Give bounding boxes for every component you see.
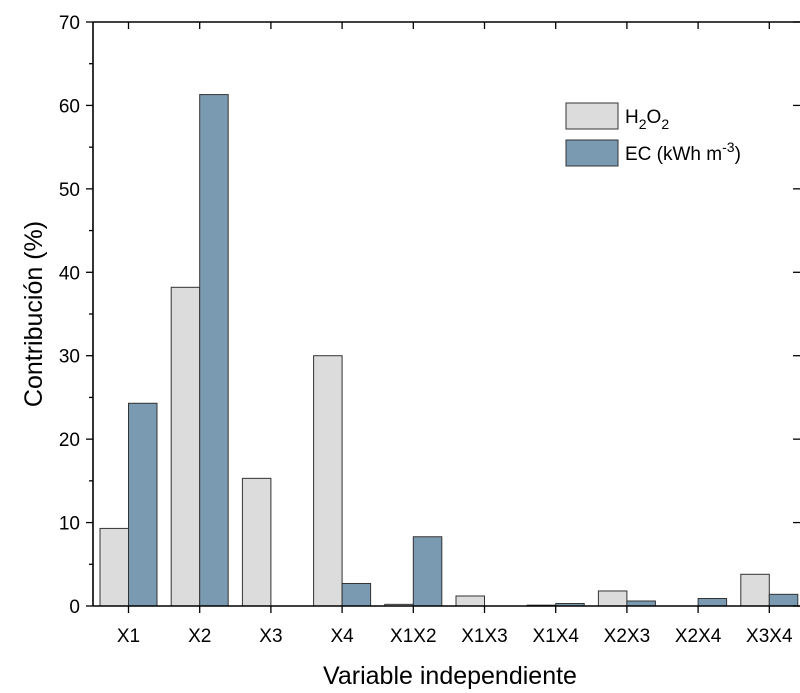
bar-x4-series-1 <box>313 355 343 607</box>
y-tick-label-20: 20 <box>59 430 80 451</box>
legend-label-ec: EC (kWh m-3) <box>625 139 741 165</box>
legend-swatch-2 <box>565 139 619 167</box>
x-tick-label-x2x3: X2X3 <box>604 626 650 647</box>
bar-x3x4-series-1 <box>740 573 770 607</box>
x-tick-label-x3: X3 <box>259 626 282 647</box>
y-axis-title: Contribución (%) <box>20 221 48 407</box>
y-tick-label-40: 40 <box>59 263 80 284</box>
ticks-group <box>86 21 800 613</box>
x-tick-label-x1x2: X1X2 <box>390 626 436 647</box>
x-tick-label-x1x3: X1X3 <box>461 626 507 647</box>
bar-x2x3-series-1 <box>597 590 628 607</box>
bar-x2-series-1 <box>170 286 201 607</box>
y-tick-label-50: 50 <box>59 180 80 201</box>
x-tick-label-x2: X2 <box>188 626 211 647</box>
bar-x3-series-1 <box>241 477 272 607</box>
x-tick-label-x1: X1 <box>117 626 140 647</box>
bar-x1x2-series-2 <box>412 536 443 607</box>
bar-x3x4-series-2 <box>768 593 799 607</box>
bar-x4-series-2 <box>341 582 372 607</box>
y-tick-label-0: 0 <box>69 597 80 618</box>
y-tick-label-70: 70 <box>59 13 80 34</box>
x-tick-label-x1x4: X1X4 <box>532 626 579 647</box>
bar-x2-series-2 <box>199 94 229 607</box>
bar-x1x3-series-1 <box>455 595 485 607</box>
y-tick-label-30: 30 <box>59 347 80 368</box>
bars-group <box>99 94 799 607</box>
legend-label-h2o2: H2O2 <box>625 107 669 132</box>
y-tick-label-60: 60 <box>59 96 80 117</box>
legend: H2O2 EC (kWh m-3) <box>565 102 741 167</box>
tick-labels-group: X1 X2 X3 X4 X1X2 X1X3 X1X4 X2X3 X2X4 X3X401020304… <box>59 13 793 647</box>
x-axis-title: Variable independiente <box>323 662 577 690</box>
bar-x2x4-series-2 <box>697 597 728 607</box>
legend-swatch-1 <box>565 102 619 130</box>
x-tick-label-x2x4: X2X4 <box>675 626 722 647</box>
bar-x1-series-1 <box>99 527 129 607</box>
x-tick-label-x3x4: X3X4 <box>746 626 793 647</box>
y-tick-label-10: 10 <box>59 514 80 535</box>
bar-x1-series-2 <box>128 402 158 607</box>
x-tick-label-x4: X4 <box>330 626 354 647</box>
